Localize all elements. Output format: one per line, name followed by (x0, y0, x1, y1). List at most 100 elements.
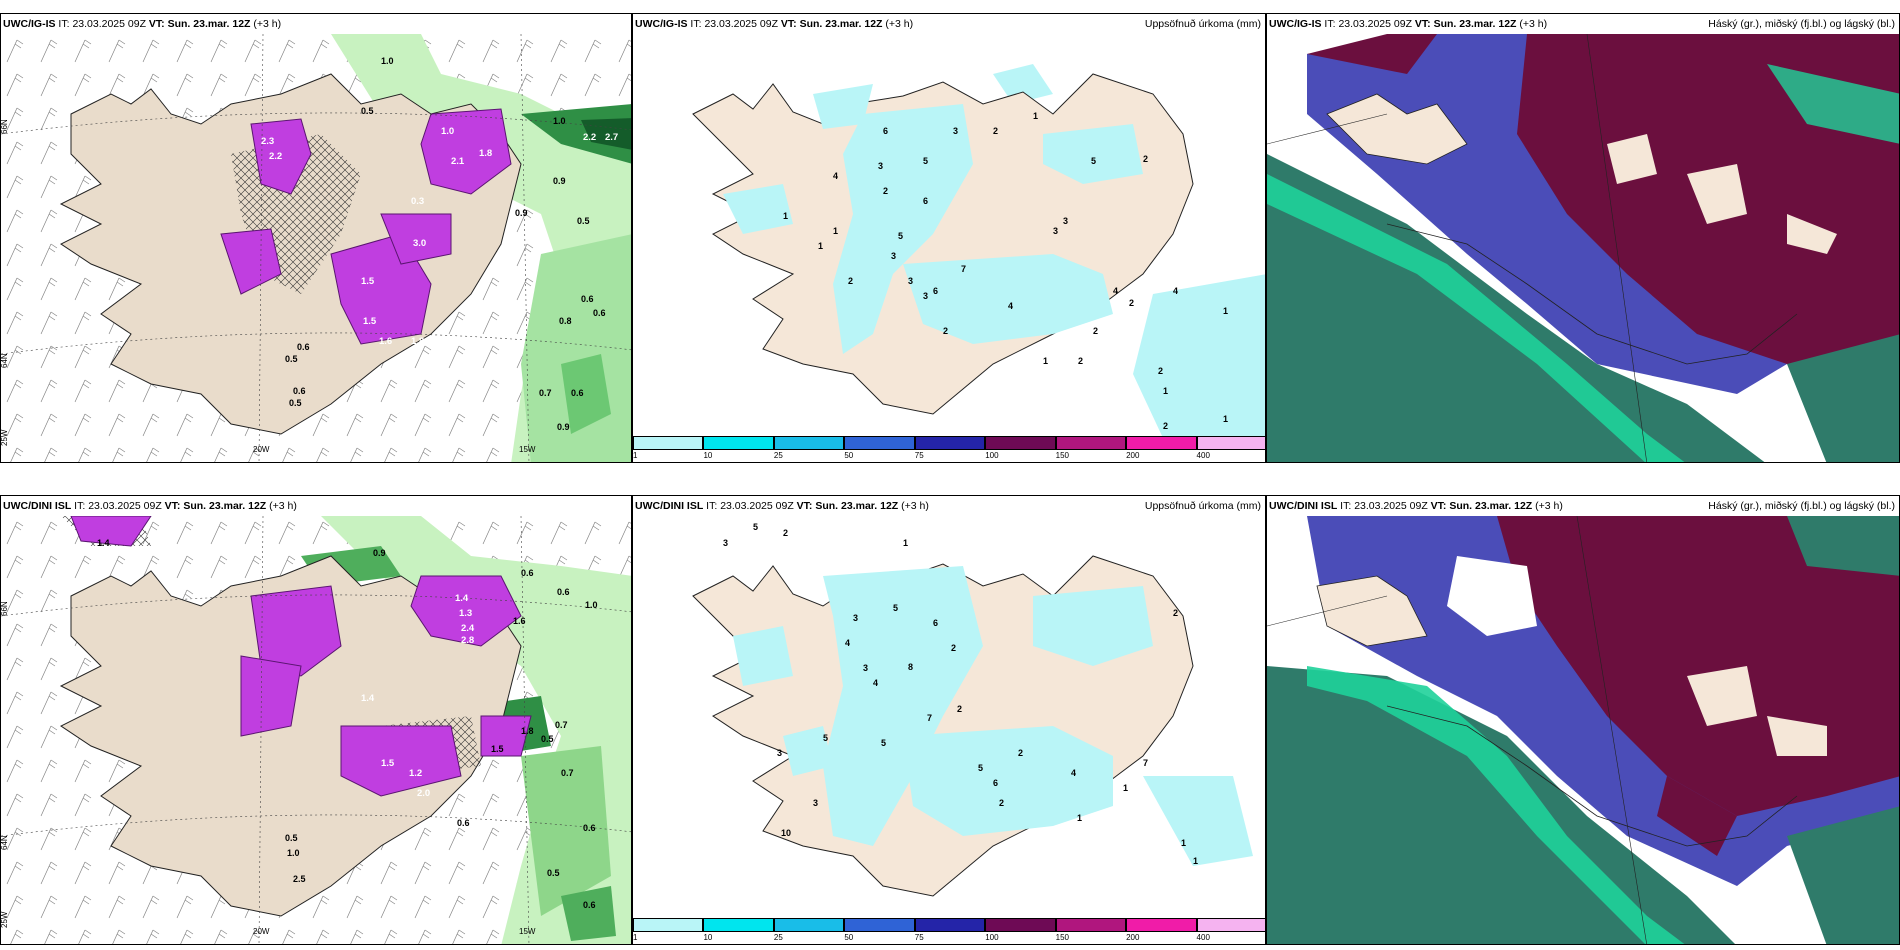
legend-swatch (703, 918, 774, 932)
value-label: 1 (1043, 356, 1048, 366)
legend-swatch (633, 436, 704, 450)
accum-area (1033, 586, 1153, 666)
legend-swatch (985, 436, 1056, 450)
value-label: 1 (783, 211, 788, 221)
value-label: 3 (891, 251, 896, 261)
map-canvas[interactable]: 6 5 3 3 2 1 5 2 4 6 2 1 5 3 3 2 1 6 7 4 … (633, 34, 1266, 438)
cloud-low-area (1787, 334, 1899, 462)
model-name: UWC/DINI ISL (1269, 500, 1338, 512)
value-label: 5 (823, 733, 828, 743)
value-label: 6 (923, 196, 928, 206)
value-label: 2 (957, 704, 962, 714)
value-label: 1 (1181, 838, 1186, 848)
it-label: IT: (1324, 18, 1336, 30)
value-labels: 6 5 3 3 2 1 5 2 4 6 2 1 5 3 3 2 1 6 7 4 … (783, 111, 1228, 431)
grid-lon (1576, 516, 1647, 944)
cloud-high-area (1657, 776, 1737, 856)
grid-lat (1, 594, 631, 617)
field-title: Háský (gr.), miðský (fj.bl.) og lágský (… (1708, 500, 1895, 512)
value-label: 2.4 (461, 623, 475, 634)
accum-area (733, 626, 793, 686)
legend-swatch (1126, 436, 1197, 450)
value-label: 2 (883, 186, 888, 196)
value-label: 0.6 (521, 568, 534, 578)
lat-label-64n: 64N (1, 835, 9, 850)
it-label: IT: (74, 500, 86, 512)
snow-area (240, 655, 302, 737)
lat-label-66n: 66N (1, 601, 9, 616)
legend-tick: 400 (1196, 933, 1210, 942)
map-canvas[interactable] (1267, 516, 1900, 945)
value-label: 2 (1173, 608, 1178, 618)
value-label: 2.3 (261, 136, 274, 147)
value-label: 0.7 (555, 720, 568, 730)
value-label: 1.6 (379, 336, 392, 347)
model-name: UWC/IG-IS (1269, 18, 1322, 30)
value-label: 1 (1077, 813, 1082, 823)
panel-header: UWC/IG-IS IT: 23.03.2025 09Z VT: Sun. 23… (633, 14, 1265, 34)
value-label: 3.0 (413, 238, 426, 249)
value-label: 2 (783, 528, 788, 538)
legend-colorbar: 1 10 25 50 75 100 150 200 400 (633, 436, 1265, 462)
grid-lon (258, 34, 264, 462)
legend-tick: 100 (985, 451, 999, 460)
value-label: 2.2 (583, 132, 596, 143)
value-label: 2 (993, 126, 998, 136)
grid-lon (520, 516, 530, 944)
lat-label-64n: 64N (1, 353, 9, 368)
value-label: 1 (833, 226, 838, 236)
legend-swatch (844, 436, 915, 450)
value-label: 1.5 (361, 276, 375, 287)
value-label: 1.0 (287, 848, 300, 858)
it-label: IT: (690, 18, 702, 30)
valid-time: Sun. 23.mar. 12Z (799, 18, 883, 30)
valid-time: Sun. 23.mar. 12Z (815, 500, 899, 512)
value-label: 2 (999, 798, 1004, 808)
vt-label: VT: (780, 18, 797, 30)
init-time: 23.03.2025 09Z (704, 18, 778, 30)
value-label: 6 (933, 286, 938, 296)
value-label: 0.6 (583, 823, 596, 833)
clear-area (1787, 214, 1837, 254)
accum-area (813, 84, 873, 129)
model-name: UWC/IG-IS (635, 18, 688, 30)
map-canvas[interactable]: 5 2 3 1 3 5 4 6 8 2 3 4 7 5 5 2 5 6 2 4 … (633, 516, 1266, 920)
legend-swatch (985, 918, 1056, 932)
legend-tick: 1 (633, 933, 638, 942)
precip-area (561, 354, 611, 434)
grid-lat (1, 112, 631, 135)
value-label: 2 (1078, 356, 1083, 366)
lead-time: (+3 h) (269, 500, 297, 512)
vt-label: VT: (1414, 18, 1431, 30)
value-label: 2.8 (461, 635, 474, 646)
cloud-low-area (1787, 806, 1899, 944)
map-canvas[interactable]: 66N 64N 20W 15W 25W 1.4 0.9 1.4 1.3 2.4 … (1, 516, 632, 945)
value-label: 3 (878, 161, 883, 171)
accum-area (1043, 124, 1143, 184)
value-label: 0.6 (293, 386, 306, 396)
legend-tick: 150 (1055, 451, 1070, 460)
it-label: IT: (1340, 500, 1352, 512)
value-label: 3 (1053, 226, 1058, 236)
value-label: 6 (933, 618, 938, 628)
value-label: 0.5 (285, 833, 298, 843)
map-canvas[interactable] (1267, 34, 1900, 463)
value-label: 0.5 (361, 106, 374, 116)
map-canvas[interactable]: 66N 64N 20W 15W 25W 1.0 0.5 2.3 2.2 2.1 … (1, 34, 632, 463)
init-time: 23.03.2025 09Z (72, 18, 146, 30)
value-label: 3 (908, 276, 913, 286)
legend-swatch (703, 436, 774, 450)
accum-area (1133, 274, 1265, 438)
valid-time: Sun. 23.mar. 12Z (167, 18, 251, 30)
accum-area (823, 566, 983, 846)
model-name: UWC/DINI ISL (3, 500, 72, 512)
value-labels: 5 2 3 1 3 5 4 6 8 2 3 4 7 5 5 2 5 6 2 4 … (723, 522, 1198, 866)
value-label: 3 (923, 291, 928, 301)
vt-label: VT: (796, 500, 813, 512)
legend-swatch (1196, 918, 1265, 932)
legend-tick: 150 (1055, 933, 1070, 942)
legend-swatch (773, 436, 845, 450)
value-label: 4 (1113, 286, 1118, 296)
value-label: 1.0 (441, 126, 454, 137)
coastline (1386, 223, 1798, 365)
